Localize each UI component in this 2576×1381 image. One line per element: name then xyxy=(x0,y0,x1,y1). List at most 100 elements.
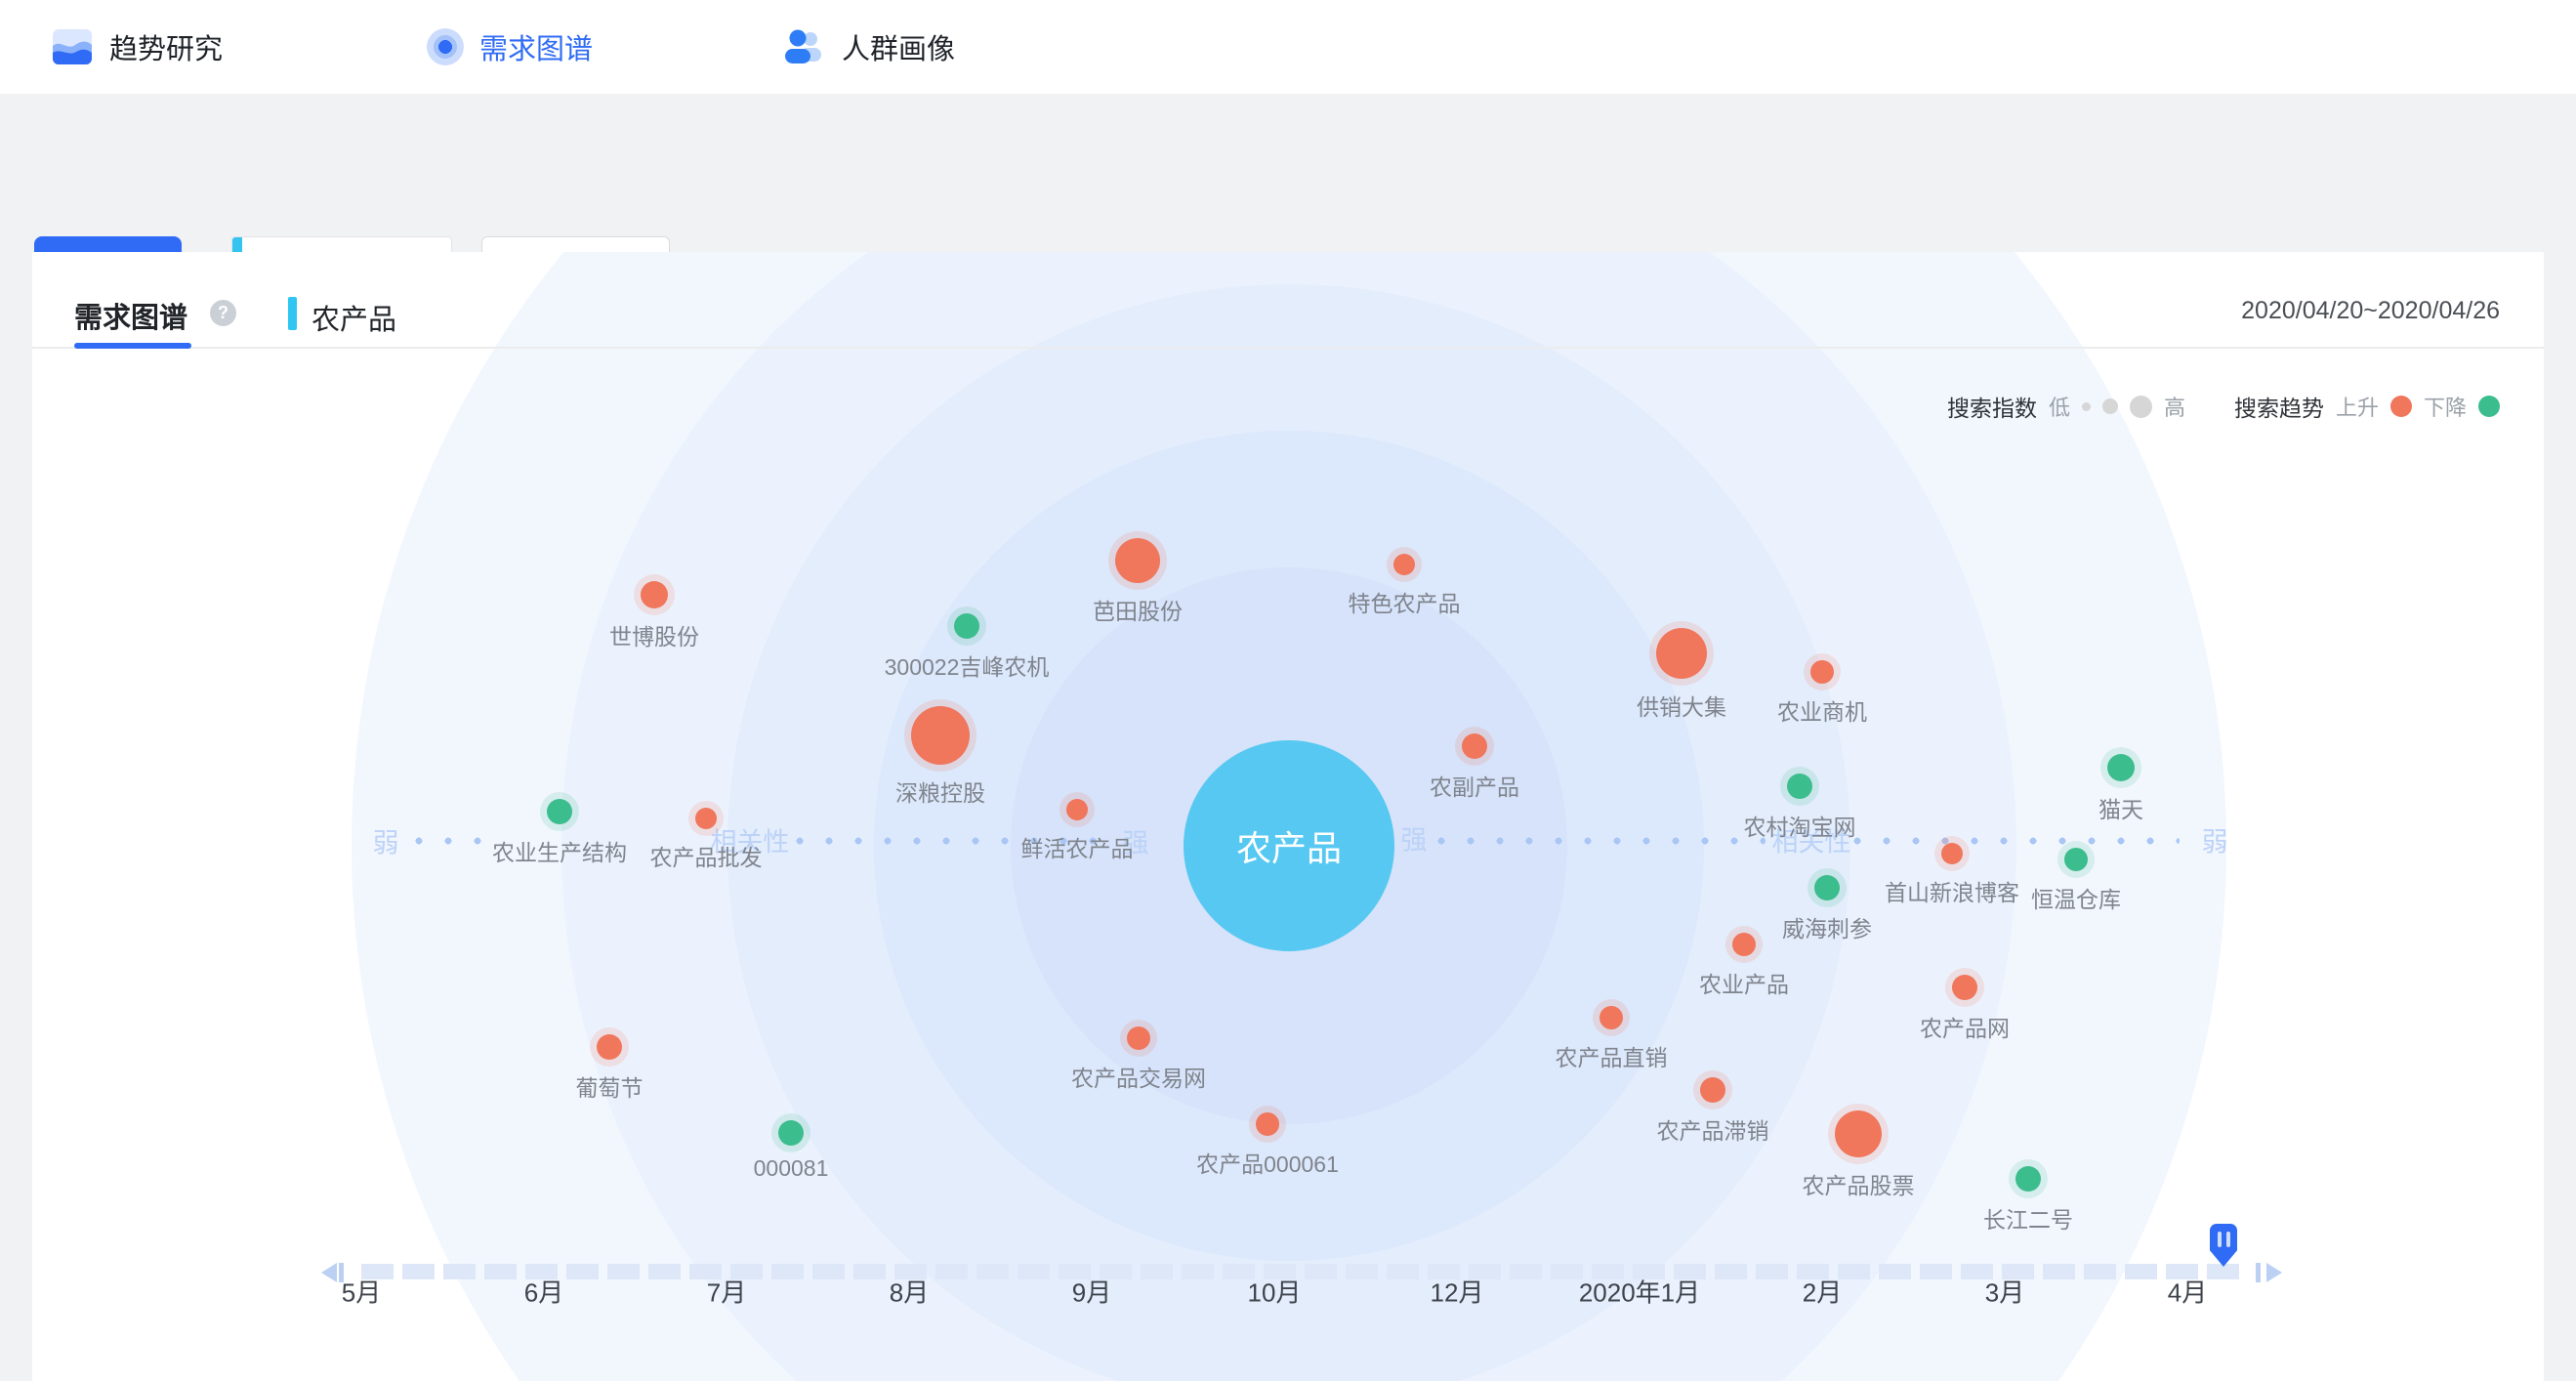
bubble-up[interactable] xyxy=(1732,933,1756,956)
bubble-up[interactable] xyxy=(1115,538,1160,583)
bubble-label: 猫天 xyxy=(2098,797,2143,822)
relevance-axis-dots xyxy=(415,837,485,845)
bubble-label: 农产品批发 xyxy=(649,845,763,870)
timeline-month-label: 5月 xyxy=(341,1277,382,1308)
bubble-label: 农产品直销 xyxy=(1555,1045,1668,1070)
timeline-month-label: 9月 xyxy=(1071,1277,1112,1308)
bubble-down[interactable] xyxy=(2015,1166,2041,1192)
bubble-label: 鲜活农产品 xyxy=(1020,836,1134,861)
axis-label: 相关性 xyxy=(710,827,790,858)
axis-label: 相关性 xyxy=(1771,827,1851,858)
timeline-month-label: 8月 xyxy=(889,1277,930,1308)
timeline-prev-arrow[interactable] xyxy=(321,1263,337,1282)
bubble-up[interactable] xyxy=(1066,799,1088,820)
axis-label: 强 xyxy=(1122,828,1149,858)
relevance-axis-dots xyxy=(1437,837,1766,845)
trend-chart-icon xyxy=(53,29,92,64)
demand-map-card: 农产品 弱 相关性 强 强 相关性 弱 世博股份 300022吉峰农机 芭田股份 特色农产品 供销大… xyxy=(32,252,2544,1381)
legend-low-label: 低 xyxy=(2048,396,2070,420)
timeline-next-arrow[interactable] xyxy=(2266,1263,2282,1282)
help-icon[interactable]: ? xyxy=(210,300,236,326)
timeline-slider-handle[interactable] xyxy=(2210,1224,2237,1267)
size-dot-large-icon xyxy=(2129,395,2152,418)
timeline-month-label: 7月 xyxy=(706,1277,747,1308)
bubble-down[interactable] xyxy=(547,799,572,824)
bubble-up[interactable] xyxy=(1835,1110,1882,1157)
bubble-label: 世博股份 xyxy=(609,624,699,649)
timeline-month-label: 12月 xyxy=(1430,1277,1484,1308)
timeline-next-bar[interactable] xyxy=(2256,1263,2261,1282)
nav-label-audience-profile: 人群画像 xyxy=(842,34,956,65)
tab-divider xyxy=(32,347,2544,349)
active-tab-indicator xyxy=(74,343,191,349)
bubble-label: 农业商机 xyxy=(1777,699,1867,725)
people-icon xyxy=(785,29,821,63)
bubble-up[interactable] xyxy=(695,808,717,829)
nav-label-demand-map: 需求图谱 xyxy=(479,34,594,65)
bubble-down[interactable] xyxy=(2064,848,2088,871)
top-navigation: 趋势研究 需求图谱 人群画像 xyxy=(0,0,2576,94)
bubble-up[interactable] xyxy=(911,706,970,765)
bubble-up[interactable] xyxy=(1700,1077,1725,1103)
timeline-month-label: 2月 xyxy=(1802,1277,1843,1308)
relevance-axis-dots xyxy=(796,837,1101,845)
bubble-up[interactable] xyxy=(1656,628,1707,679)
axis-label: 弱 xyxy=(372,828,399,858)
timeline-month-label: 2020年1月 xyxy=(1578,1277,1701,1308)
size-dot-small-icon xyxy=(2081,401,2091,411)
bubble-up[interactable] xyxy=(1810,660,1834,684)
series-label: 农产品 xyxy=(312,305,397,336)
date-range: 2020/04/20~2020/04/26 xyxy=(2241,297,2500,324)
nav-item-trend-research[interactable]: 趋势研究 xyxy=(51,0,223,94)
bubble-label: 威海刺参 xyxy=(1782,916,1872,942)
legend-high-label: 高 xyxy=(2163,396,2185,420)
timeline-prev-bar[interactable] xyxy=(339,1263,344,1282)
bubble-label: 芭田股份 xyxy=(1093,599,1183,624)
bubble-label: 首山新浪博客 xyxy=(1885,880,2019,905)
bubble-label: 葡萄节 xyxy=(575,1075,644,1101)
nav-item-audience-profile[interactable]: 人群画像 xyxy=(781,0,955,94)
timeline-month-label: 6月 xyxy=(523,1277,564,1308)
bubble-down[interactable] xyxy=(778,1120,804,1146)
timeline-track[interactable] xyxy=(361,1264,2246,1279)
panel-title: 需求图谱 xyxy=(74,303,188,334)
bubble-down[interactable] xyxy=(1787,774,1812,799)
bubble-up[interactable] xyxy=(597,1034,622,1060)
center-keyword-node: 农产品 xyxy=(1184,740,1394,951)
bubble-label: 供销大集 xyxy=(1637,694,1726,720)
nav-item-demand-map[interactable]: 需求图谱 xyxy=(427,0,593,94)
bubble-up[interactable] xyxy=(641,581,668,608)
demand-map: 农产品 弱 相关性 强 强 相关性 弱 世博股份 300022吉峰农机 芭田股份 特色农产品 供销大… xyxy=(32,252,2544,1381)
bubble-label: 农业生产结构 xyxy=(492,840,627,865)
bubble-down[interactable] xyxy=(954,613,979,639)
bubble-label: 恒温仓库 xyxy=(2031,887,2121,912)
legend-index-label: 搜索指数 xyxy=(1946,396,2037,421)
bubble-up[interactable] xyxy=(1127,1026,1150,1050)
bubble-up[interactable] xyxy=(1256,1112,1279,1136)
down-trend-dot-icon xyxy=(2478,396,2500,417)
timeline-month-label: 10月 xyxy=(1247,1277,1302,1308)
axis-label: 弱 xyxy=(2201,827,2228,858)
bubble-label: 000081 xyxy=(753,1155,829,1181)
center-keyword-label: 农产品 xyxy=(1235,828,1342,868)
legend-row: 搜索指数 低 高 搜索趋势 上升 下降 xyxy=(1947,389,2500,424)
timeline-month-label: 3月 xyxy=(1984,1277,2025,1308)
series-color-bar xyxy=(288,297,297,330)
timeline-month-label: 4月 xyxy=(2167,1277,2208,1308)
bubble-down[interactable] xyxy=(1814,875,1840,900)
bubble-label: 长江二号 xyxy=(1983,1207,2073,1233)
bubble-up[interactable] xyxy=(1941,843,1963,864)
bubble-label: 300022吉峰农机 xyxy=(884,654,1050,680)
legend-trend-label: 搜索趋势 xyxy=(2233,396,2324,421)
bubble-up[interactable] xyxy=(1952,975,1977,1000)
size-dot-medium-icon xyxy=(2101,398,2118,414)
bubble-label: 农业产品 xyxy=(1699,972,1789,997)
bubble-up[interactable] xyxy=(1462,733,1487,759)
bubble-label: 农产品000061 xyxy=(1196,1151,1339,1177)
legend-down-label: 下降 xyxy=(2423,396,2467,420)
search-band: 关键词 农产品 + 添加对比 确定 xyxy=(0,94,2576,312)
bubble-up[interactable] xyxy=(1600,1006,1623,1029)
bubble-label: 农村淘宝网 xyxy=(1743,815,1856,840)
bubble-down[interactable] xyxy=(2107,754,2135,781)
bubble-up[interactable] xyxy=(1393,554,1415,575)
